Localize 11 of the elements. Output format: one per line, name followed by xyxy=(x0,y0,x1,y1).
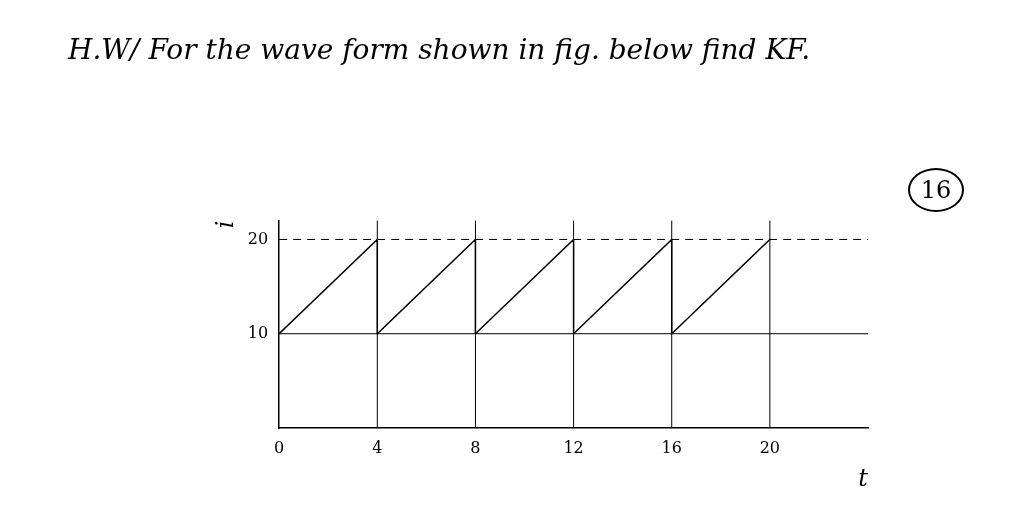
x-tick-label: 8 xyxy=(470,437,481,457)
x-tick-label: 20 xyxy=(759,437,781,457)
text: 16 xyxy=(908,168,964,212)
x-tick-label: 12 xyxy=(563,437,584,457)
chart-title: H.W/ For the wave form shown in fig. below find KF. xyxy=(68,32,812,68)
x-tick-label: 0 xyxy=(274,437,285,457)
x-tick-label: 16 xyxy=(661,437,682,457)
y-tick-label: 10 xyxy=(247,322,269,342)
x-tick-label: 4 xyxy=(372,437,383,457)
y-axis-title: i xyxy=(210,220,239,229)
x-axis-title: t xyxy=(858,463,869,492)
